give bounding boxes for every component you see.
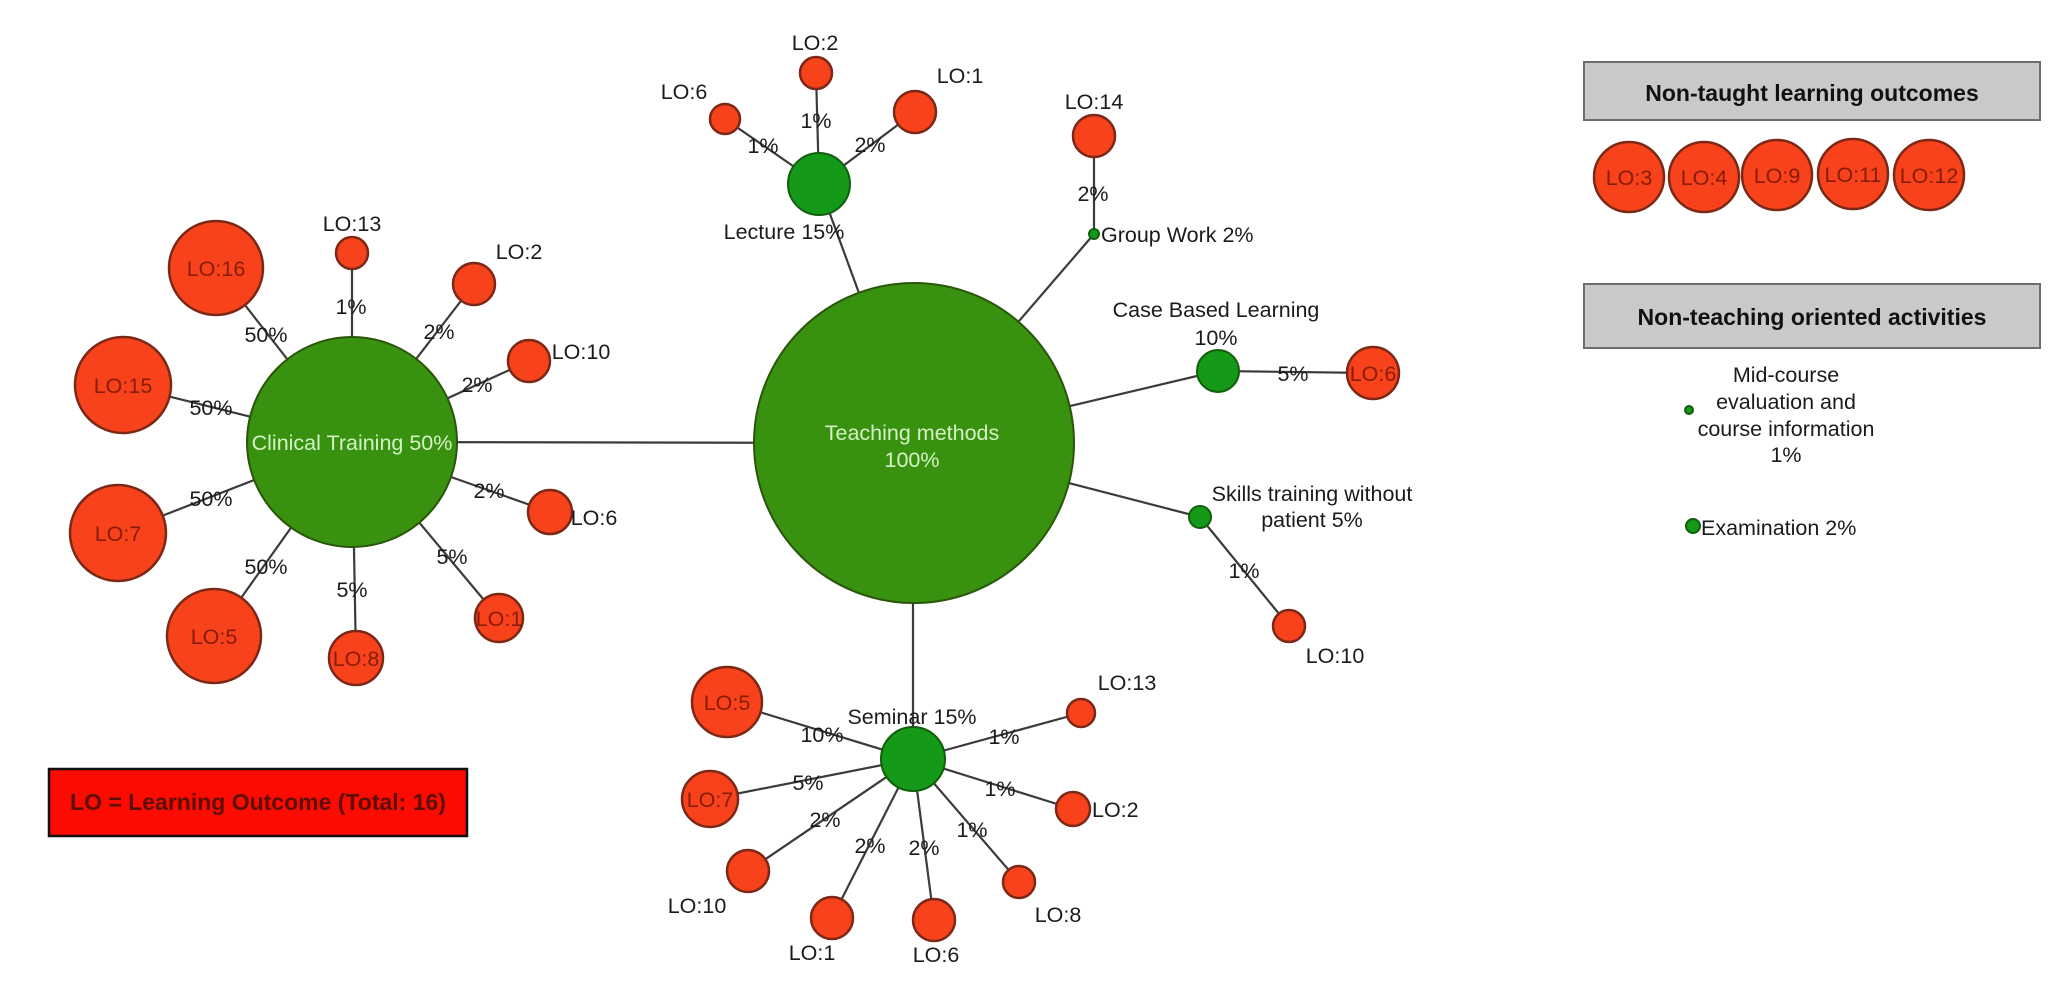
svg-text:LO:3: LO:3	[1606, 166, 1653, 190]
svg-text:LO:16: LO:16	[187, 257, 246, 281]
svg-text:10%: 10%	[800, 723, 843, 747]
svg-text:LO:2: LO:2	[496, 240, 543, 264]
svg-text:LO:6: LO:6	[661, 80, 708, 104]
svg-text:100%: 100%	[885, 448, 940, 472]
svg-text:2%: 2%	[854, 133, 885, 157]
svg-text:LO:2: LO:2	[792, 31, 839, 55]
svg-text:50%: 50%	[244, 323, 287, 347]
svg-text:LO:13: LO:13	[323, 212, 382, 236]
svg-text:2%: 2%	[908, 836, 939, 860]
svg-text:Lecture 15%: Lecture 15%	[724, 220, 845, 244]
svg-text:5%: 5%	[436, 545, 467, 569]
svg-text:LO:6: LO:6	[913, 943, 960, 967]
svg-text:1%: 1%	[1228, 559, 1259, 583]
svg-text:Examination 2%: Examination 2%	[1701, 516, 1856, 540]
svg-text:2%: 2%	[461, 373, 492, 397]
svg-text:LO:4: LO:4	[1681, 166, 1728, 190]
svg-text:2%: 2%	[423, 320, 454, 344]
svg-text:50%: 50%	[244, 555, 287, 579]
svg-text:course information: course information	[1698, 417, 1875, 441]
svg-text:LO:6: LO:6	[1350, 362, 1397, 386]
svg-text:LO:5: LO:5	[704, 691, 751, 715]
svg-text:LO:14: LO:14	[1065, 90, 1124, 114]
svg-text:LO:7: LO:7	[687, 788, 734, 812]
svg-text:LO:5: LO:5	[191, 625, 238, 649]
svg-text:LO:8: LO:8	[1035, 903, 1082, 927]
svg-text:LO:1: LO:1	[789, 941, 836, 965]
svg-text:50%: 50%	[189, 396, 232, 420]
svg-text:2%: 2%	[1077, 182, 1108, 206]
svg-text:evaluation and: evaluation and	[1716, 390, 1856, 414]
svg-text:LO:11: LO:11	[1825, 163, 1882, 187]
svg-text:Seminar 15%: Seminar 15%	[847, 705, 976, 729]
svg-text:LO:1: LO:1	[476, 607, 523, 631]
svg-text:Skills training without: Skills training without	[1212, 482, 1413, 506]
svg-text:2%: 2%	[854, 834, 885, 858]
svg-text:1%: 1%	[335, 295, 366, 319]
svg-text:LO:12: LO:12	[1900, 164, 1959, 188]
svg-text:2%: 2%	[809, 808, 840, 832]
svg-text:1%: 1%	[956, 818, 987, 842]
svg-text:Non-teaching oriented activiti: Non-teaching oriented activities	[1638, 304, 1987, 330]
svg-text:LO:10: LO:10	[552, 340, 611, 364]
svg-text:2%: 2%	[473, 479, 504, 503]
svg-text:1%: 1%	[747, 134, 778, 158]
svg-text:LO:6: LO:6	[571, 506, 618, 530]
svg-text:LO:2: LO:2	[1092, 798, 1139, 822]
svg-text:1%: 1%	[988, 725, 1019, 749]
svg-text:1%: 1%	[1770, 443, 1801, 467]
svg-text:Mid-course: Mid-course	[1733, 363, 1839, 387]
svg-text:LO:1: LO:1	[937, 64, 984, 88]
svg-text:5%: 5%	[336, 578, 367, 602]
svg-text:Non-taught learning outcomes: Non-taught learning outcomes	[1645, 80, 1979, 106]
svg-text:1%: 1%	[800, 109, 831, 133]
svg-text:LO:10: LO:10	[668, 894, 727, 918]
svg-text:Case Based Learning: Case Based Learning	[1113, 298, 1320, 322]
svg-text:LO:15: LO:15	[94, 374, 153, 398]
svg-text:LO:10: LO:10	[1306, 644, 1365, 668]
svg-text:LO:8: LO:8	[333, 647, 380, 671]
svg-text:Group Work 2%: Group Work 2%	[1101, 223, 1254, 247]
svg-text:5%: 5%	[792, 771, 823, 795]
svg-text:LO = Learning Outcome (Total:: LO = Learning Outcome (Total: 16)	[70, 789, 446, 815]
svg-text:LO:9: LO:9	[1754, 164, 1801, 188]
svg-text:50%: 50%	[189, 487, 232, 511]
svg-text:1%: 1%	[984, 777, 1015, 801]
svg-text:5%: 5%	[1277, 362, 1308, 386]
svg-text:LO:13: LO:13	[1098, 671, 1157, 695]
svg-text:Teaching methods: Teaching methods	[825, 421, 1000, 445]
svg-text:patient 5%: patient 5%	[1261, 508, 1363, 532]
svg-text:Clinical Training 50%: Clinical Training 50%	[252, 431, 453, 455]
svg-text:10%: 10%	[1194, 326, 1237, 350]
svg-text:LO:7: LO:7	[95, 522, 142, 546]
